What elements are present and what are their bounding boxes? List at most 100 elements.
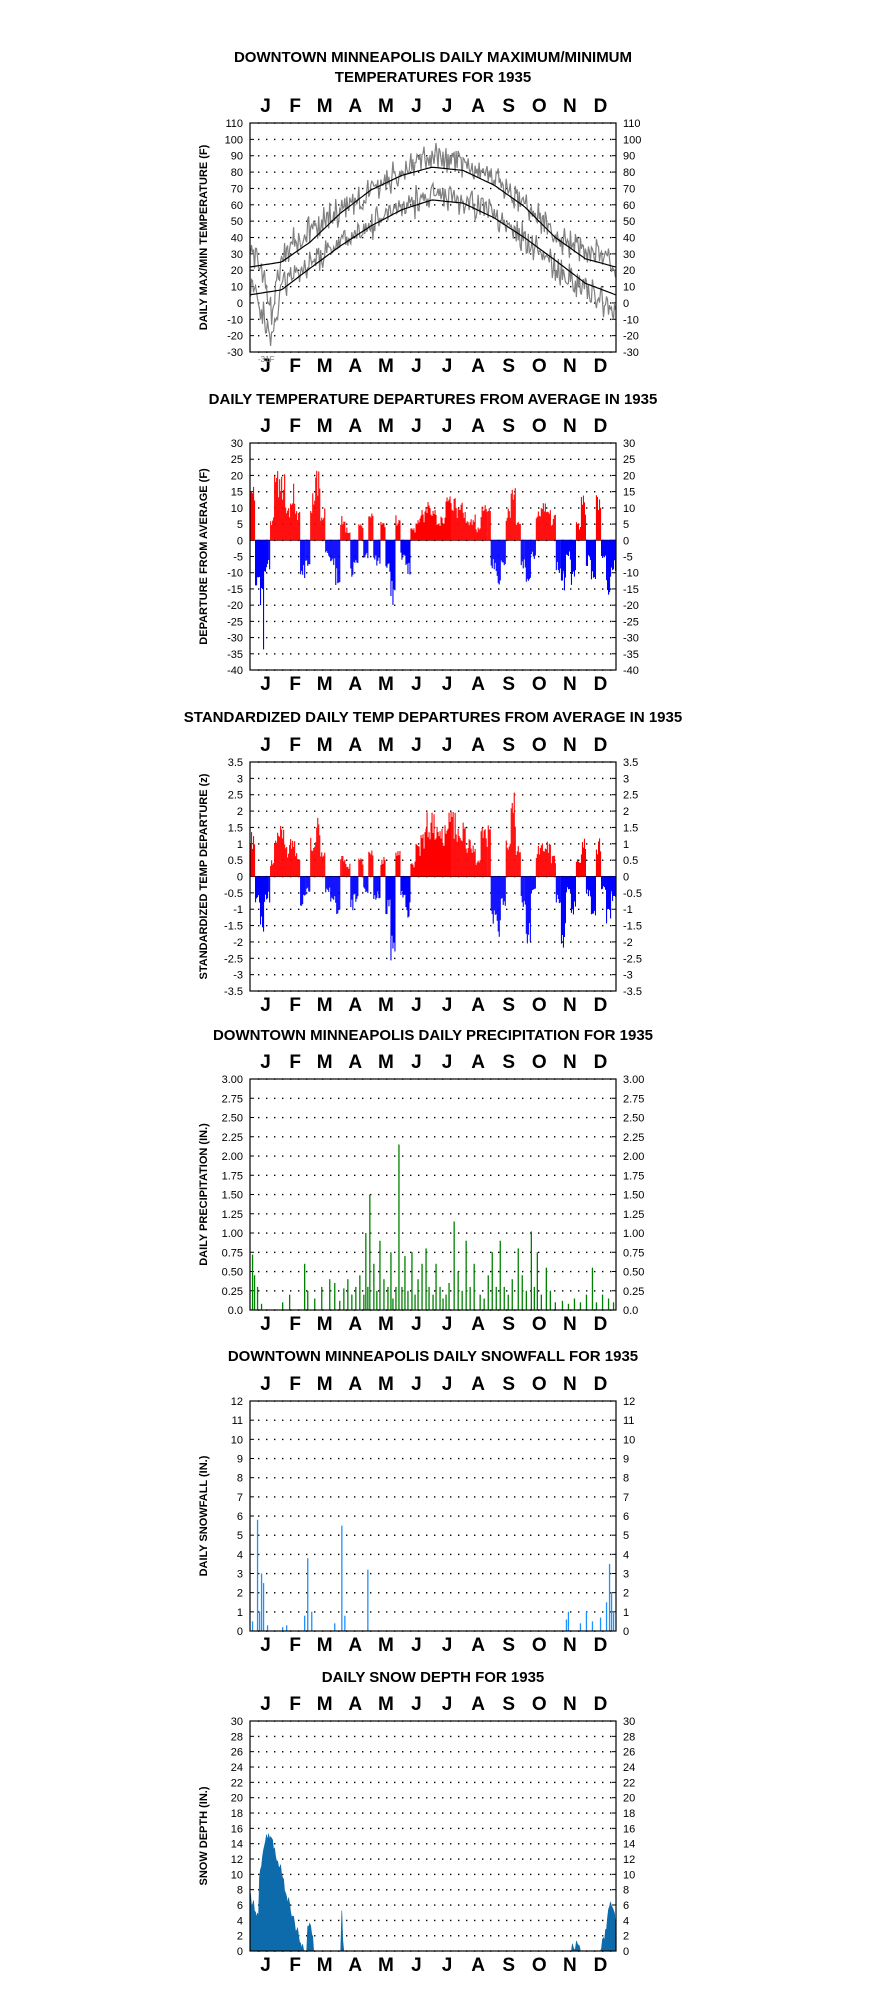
grid-dot [506, 1534, 508, 1536]
month-label-top: D [594, 735, 608, 756]
grid-dot [506, 318, 508, 321]
departure-bar [541, 509, 543, 541]
grid-dot [586, 1270, 588, 1273]
departure-bar [558, 876, 560, 904]
grid-dot [458, 941, 460, 943]
grid-dot [458, 474, 460, 477]
grid-dot [354, 1843, 356, 1845]
grid-dot [458, 974, 460, 976]
grid-dot [362, 957, 364, 960]
grid-dot [314, 1889, 316, 1891]
grid-dot [546, 302, 548, 304]
grid-dot [610, 507, 612, 509]
grid-dot [530, 1858, 532, 1860]
departure-bar [510, 493, 512, 541]
departure-bar [448, 812, 450, 877]
departure-bar [349, 532, 351, 541]
grid-dot [498, 269, 500, 272]
grid-dot [362, 1572, 364, 1575]
grid-dot [354, 1797, 356, 1799]
grid-dots [258, 1400, 612, 1632]
grid-dot [578, 187, 580, 190]
departure-bar [487, 825, 489, 877]
grid-dot [410, 974, 412, 976]
grid-dot [434, 1797, 436, 1799]
precip-bar [387, 1286, 389, 1310]
grid-dot [530, 1419, 532, 1421]
y-tick-label-left: 30 [231, 438, 243, 450]
grid-dot [538, 138, 540, 141]
month-label-bottom: J [260, 674, 271, 695]
grid-dot [554, 1419, 556, 1421]
grid-dot [322, 957, 324, 960]
grid-dot [586, 826, 588, 829]
grid-dot [426, 1553, 428, 1556]
grid-dot [434, 269, 436, 272]
departure-bar [575, 861, 577, 877]
grid-dot [266, 604, 268, 606]
grid-dot [266, 957, 268, 960]
grid-dot [266, 1290, 268, 1292]
snowfall-bar [585, 1611, 588, 1631]
departure-bar [501, 876, 503, 899]
grid-dot [330, 1904, 332, 1906]
grid-dot [322, 1232, 324, 1234]
grid-dot [298, 604, 300, 606]
y-tick-label-left: 0.5 [228, 855, 243, 867]
snowfall-bar [304, 1615, 306, 1631]
departure-bar [263, 540, 265, 650]
grid-dot [466, 572, 468, 574]
grid-dot [418, 941, 420, 943]
departure-bar [340, 524, 342, 541]
departure-bar [445, 833, 447, 877]
departure-bar [598, 841, 600, 877]
grid-dot [562, 1290, 564, 1292]
grid-dot [410, 1592, 412, 1594]
grid-dot [426, 1155, 428, 1157]
grid-dot [450, 924, 452, 927]
departure-bar [317, 495, 319, 541]
departure-bar [430, 514, 432, 541]
grid-dot [370, 843, 372, 845]
departure-bar [411, 528, 413, 541]
grid-dot [474, 620, 476, 623]
grid-dot [594, 1843, 596, 1845]
grid-dot [298, 474, 300, 477]
grid-dot [602, 204, 604, 206]
grid-dot [442, 653, 444, 655]
departure-bar [506, 517, 508, 541]
grid-dot [538, 1477, 540, 1479]
grid-dot [370, 1812, 372, 1814]
grid-dot [418, 1889, 420, 1891]
grid-dot [610, 1477, 612, 1479]
grid-dot [258, 236, 260, 239]
y-tick-label-right: 0 [623, 535, 629, 547]
grid-dot [354, 1270, 356, 1273]
grid-dot [554, 1290, 556, 1292]
grid-dot [314, 1904, 316, 1906]
grid-dot [546, 1572, 548, 1575]
precip-bar [567, 1303, 570, 1310]
grid-dot [610, 458, 612, 461]
grid-dot [506, 924, 508, 927]
grid-dot [586, 236, 588, 239]
grid-dot [514, 892, 516, 894]
grid-dot [578, 1534, 580, 1536]
grid-dot [338, 588, 340, 590]
grid-dot [586, 588, 588, 590]
departure-bar [525, 540, 527, 582]
departure-bar [408, 540, 410, 563]
departure-bar [556, 876, 558, 895]
departure-bar [253, 836, 255, 877]
departure-bar [549, 510, 551, 541]
grid-dot [426, 1873, 428, 1876]
grid-dot [290, 892, 292, 894]
month-label-top: A [348, 1052, 362, 1073]
grid-dot [362, 588, 364, 590]
grid-dot [602, 604, 604, 606]
grid-dot [378, 1534, 380, 1536]
departure-bar [347, 532, 349, 541]
month-label-bottom: J [442, 1955, 453, 1976]
departure-bar [298, 513, 300, 541]
grid-dot [490, 588, 492, 590]
